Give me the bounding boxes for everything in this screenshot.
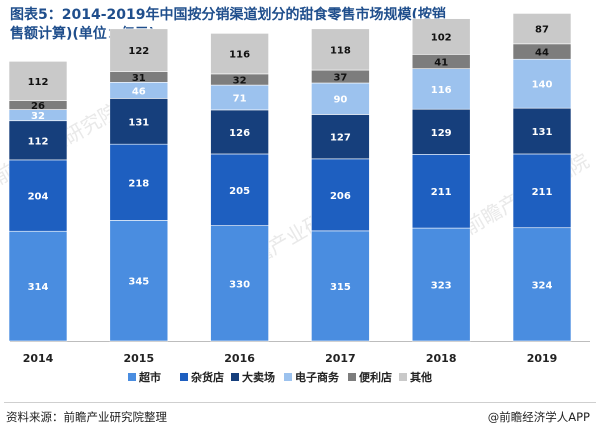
x-tick-label: 2018	[426, 352, 457, 365]
legend-swatch	[284, 373, 292, 381]
data-label: 122	[128, 46, 149, 57]
bar-segment	[512, 107, 572, 155]
x-tick-label: 2015	[123, 352, 154, 365]
source-note: 资料来源：前瞻产业研究院整理	[6, 410, 167, 424]
bar-segment	[109, 143, 169, 221]
bar-segment	[8, 159, 68, 232]
data-label: 330	[229, 279, 250, 290]
data-label: 112	[28, 77, 49, 88]
x-tick-label: 2019	[527, 352, 558, 365]
data-label: 90	[333, 95, 347, 106]
legend-swatch	[180, 373, 188, 381]
bar-segment	[411, 18, 471, 55]
data-label: 204	[28, 192, 49, 203]
bar-segment	[8, 230, 68, 342]
bar-segment	[411, 68, 471, 110]
data-label: 26	[31, 101, 45, 112]
data-label: 131	[532, 127, 553, 138]
data-label: 71	[233, 94, 247, 105]
bar-segment	[109, 28, 169, 72]
bar-segment	[8, 120, 68, 161]
data-label: 116	[431, 85, 452, 96]
data-label: 87	[535, 25, 549, 36]
bar-segment	[210, 84, 269, 111]
data-label: 323	[431, 281, 452, 292]
data-label: 324	[532, 280, 553, 291]
data-label: 345	[128, 277, 149, 288]
legend-label: 杂货店	[191, 370, 224, 384]
data-label: 126	[229, 128, 250, 139]
x-tick-label: 2016	[224, 352, 255, 365]
bar-segment	[512, 153, 572, 229]
bar-segment	[311, 28, 370, 71]
data-label: 129	[431, 128, 452, 139]
legend-swatch	[128, 373, 136, 381]
x-tick-label: 2017	[325, 352, 356, 365]
legend-label: 便利店	[359, 370, 392, 384]
footer-divider	[4, 402, 596, 403]
bar-segment	[210, 225, 269, 342]
data-label: 32	[233, 75, 247, 86]
data-label: 314	[28, 282, 49, 293]
data-label: 46	[132, 86, 146, 97]
data-label: 315	[330, 282, 351, 293]
data-label: 116	[229, 50, 250, 61]
data-label: 218	[128, 178, 149, 189]
data-label: 44	[535, 48, 549, 59]
legend-swatch	[231, 373, 239, 381]
brand-credit: @前瞻经济学人APP	[487, 410, 590, 424]
legend-swatch	[399, 373, 407, 381]
bar-segment	[411, 108, 471, 155]
bar-segment	[210, 33, 269, 75]
bar-segment	[210, 109, 269, 155]
bar-segment	[512, 13, 572, 45]
bar-segment	[311, 82, 370, 115]
legend-label: 大卖场	[242, 370, 275, 384]
legend-swatch	[348, 373, 356, 381]
data-label: 211	[431, 187, 452, 198]
data-label: 127	[330, 133, 351, 144]
bar-segment	[109, 98, 169, 145]
bar-segment	[411, 154, 471, 229]
bar-segment	[512, 58, 572, 109]
bar-segment	[411, 227, 471, 342]
data-label: 32	[31, 111, 45, 122]
legend-label: 超市	[138, 370, 161, 384]
legend-label: 电子商务	[295, 370, 340, 384]
data-label: 205	[229, 186, 250, 197]
data-label: 206	[330, 191, 351, 202]
data-label: 31	[132, 73, 146, 84]
data-label: 118	[330, 45, 351, 56]
data-label: 102	[431, 32, 452, 43]
data-label: 140	[532, 80, 553, 91]
x-tick-label: 2014	[23, 352, 54, 365]
data-label: 211	[532, 187, 553, 198]
data-label: 41	[434, 57, 448, 68]
bar-segment	[311, 230, 370, 342]
legend-label: 其他	[410, 370, 432, 384]
data-label: 37	[333, 73, 347, 84]
bar-segment	[8, 61, 68, 101]
data-label: 112	[28, 136, 49, 147]
bar-segment	[210, 153, 269, 226]
data-label: 131	[128, 117, 149, 128]
